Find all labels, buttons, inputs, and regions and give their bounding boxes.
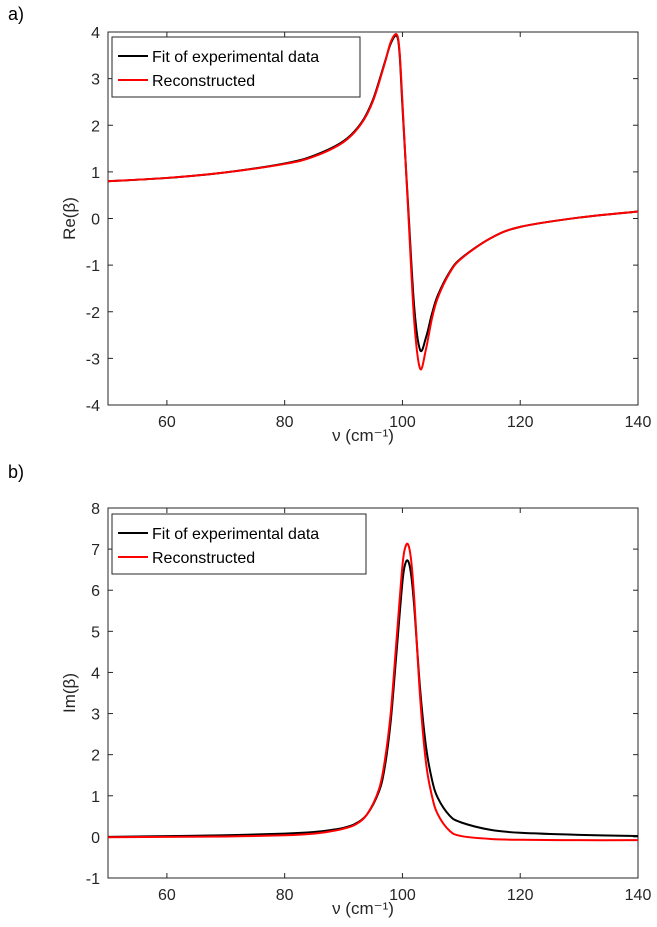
y-tick-label: 5 (91, 624, 100, 641)
x-tick-label: 120 (507, 887, 534, 904)
y-tick-label: 8 (91, 501, 100, 518)
y-tick-label: -1 (86, 258, 100, 275)
series-line-fit (108, 559, 638, 838)
y-tick-label: -3 (86, 351, 100, 368)
y-axis-label: Re(β) (60, 197, 79, 240)
y-tick-label: 1 (91, 165, 100, 182)
legend-entry: Fit of experimental data (152, 49, 319, 66)
y-tick-label: 4 (91, 25, 100, 42)
legend-entry: Reconstructed (152, 550, 255, 567)
y-tick-label: 0 (91, 212, 100, 229)
series-line-reconstructed (108, 33, 638, 371)
chart-re-beta: 60 80 100 120 140 -4 -3 -2 -1 0 1 2 3 4 ν (cm⁻¹) Re(β) F… (60, 25, 652, 445)
y-tick-label: -1 (86, 871, 100, 888)
legend-box (111, 513, 367, 575)
y-tick-label: -4 (86, 398, 100, 415)
x-tick-label: 140 (625, 887, 652, 904)
x-axis-label: ν (cm⁻¹) (332, 899, 394, 918)
x-tick-label: 60 (158, 887, 176, 904)
chart-im-beta: 60 80 100 120 140 -1 0 1 2 3 4 5 6 7 8 ν (cm⁻¹) Im(β) Fit… (60, 501, 652, 918)
x-tick-label: 80 (276, 887, 294, 904)
y-tick-label: 4 (91, 665, 100, 682)
y-tick-label: 3 (91, 72, 100, 89)
x-tick-label: 100 (389, 414, 416, 431)
x-tick-label: 60 (158, 414, 176, 431)
legend-entry: Fit of experimental data (152, 526, 319, 543)
legend-box (111, 36, 361, 98)
y-tick-label: 6 (91, 583, 100, 600)
y-axis-label: Im(β) (60, 673, 79, 713)
x-tick-label: 80 (276, 414, 294, 431)
x-tick-label: 140 (625, 414, 652, 431)
y-tick-label: 3 (91, 707, 100, 724)
panel-label-b: b) (8, 462, 25, 482)
series-line-reconstructed (108, 542, 638, 842)
panel-label-a: a) (8, 4, 25, 24)
y-tick-label: 0 (91, 830, 100, 847)
x-tick-label: 100 (389, 887, 416, 904)
y-tick-label: 1 (91, 789, 100, 806)
y-tick-label: -2 (86, 305, 100, 322)
legend-entry: Reconstructed (152, 73, 255, 90)
y-tick-label: 2 (91, 118, 100, 135)
y-tick-label: 2 (91, 748, 100, 765)
x-tick-label: 120 (507, 414, 534, 431)
x-axis-label: ν (cm⁻¹) (332, 426, 394, 445)
y-tick-label: 7 (91, 542, 100, 559)
